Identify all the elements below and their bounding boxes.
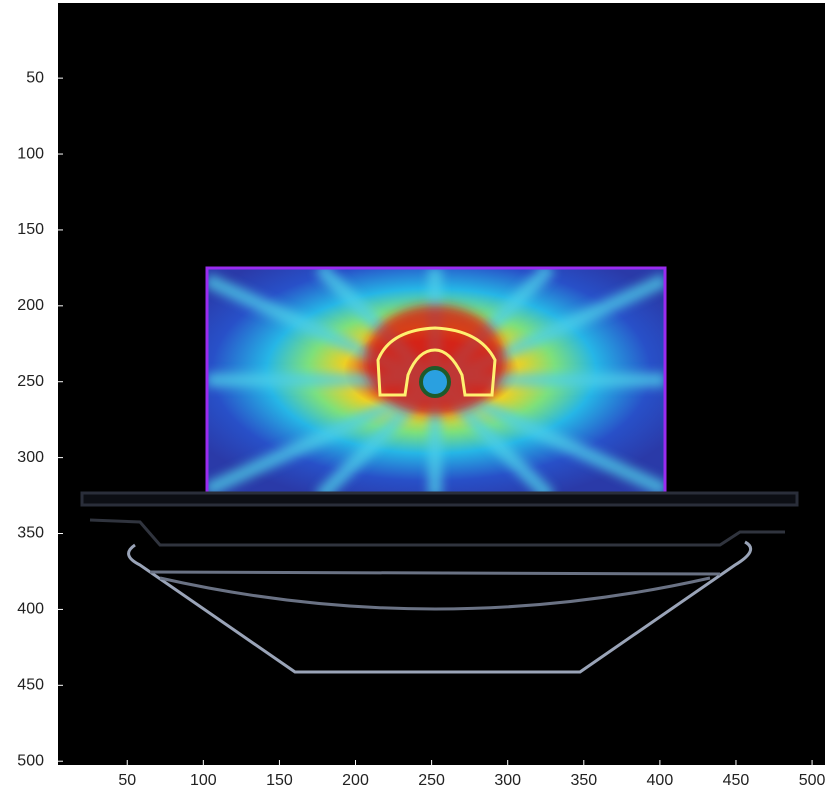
x-tick-label: 100 — [190, 772, 217, 789]
y-tick-label: 200 — [17, 297, 44, 314]
y-tick-label: 250 — [17, 373, 44, 390]
x-tick-label: 150 — [266, 772, 293, 789]
x-tick-label: 500 — [799, 772, 826, 789]
y-tick-label: 500 — [17, 752, 44, 769]
y-tick-label: 150 — [17, 221, 44, 238]
x-tick-label: 300 — [494, 772, 521, 789]
chart: 50 100 150 200 250 300 350 400 450 500 50 100 150 200… — [0, 0, 833, 793]
y-tick-label: 400 — [17, 601, 44, 618]
y-tick-label: 300 — [17, 449, 44, 466]
y-tick-label: 50 — [26, 69, 44, 86]
x-tick-label: 200 — [342, 772, 369, 789]
y-tick-label: 350 — [17, 525, 44, 542]
x-tick-label: 450 — [723, 772, 750, 789]
x-tick-label: 50 — [118, 772, 136, 789]
y-tick-label: 450 — [17, 677, 44, 694]
x-tick-label: 350 — [570, 772, 597, 789]
x-tick-label: 250 — [418, 772, 445, 789]
y-tick-label: 100 — [17, 145, 44, 162]
x-tick-label: 400 — [647, 772, 674, 789]
image — [58, 3, 825, 765]
page: 50 100 150 200 250 300 350 400 450 500 50 100 150 200… — [0, 0, 833, 793]
